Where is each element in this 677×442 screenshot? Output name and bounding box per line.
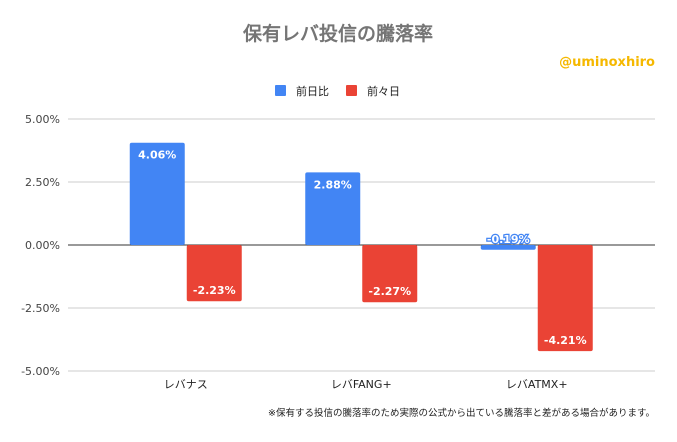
bar-1-0 [305,172,361,245]
data-label: 2.88% [314,178,352,191]
data-label: -2.27% [368,285,411,298]
y-tick-label: 0.00% [25,239,60,252]
footnote: ※保有する投信の騰落率のため実際の公式から出ている騰落率と差がある場合があります… [268,407,655,419]
bar-1-1 [362,245,418,303]
y-tick-label: -5.00% [21,365,60,378]
category-labels: レバナス レバFANG+ レバATMX+ [164,378,568,391]
y-tick-label: 5.00% [25,113,60,126]
legend-label-1: 前々日 [367,84,400,98]
bar-2-0 [480,245,536,250]
bar-2-1 [537,245,593,352]
bars: 4.06% -2.23% 2.88% -2.27% -0.19% -4.21% [129,142,593,352]
x-category-label: レバFANG+ [331,378,392,391]
x-category-label: レバナス [164,378,208,391]
data-label: -0.19% [487,233,530,246]
legend-swatch-1 [346,85,357,96]
legend-label-0: 前日比 [296,84,329,98]
data-label: 4.06% [138,149,176,162]
y-tick-label: 2.50% [25,176,60,189]
bar-0-1 [186,245,242,302]
x-category-label: レバATMX+ [506,378,568,391]
y-tick-label: -2.50% [21,302,60,315]
credit-handle: @uminoxhiro [559,55,655,70]
bar-0-0 [129,142,185,245]
data-label: -4.21% [544,334,587,347]
legend: 前日比 前々日 [275,84,400,98]
legend-swatch-0 [275,85,286,96]
data-label: -2.23% [193,284,236,297]
chart-title: 保有レバ投信の騰落率 [242,22,433,45]
